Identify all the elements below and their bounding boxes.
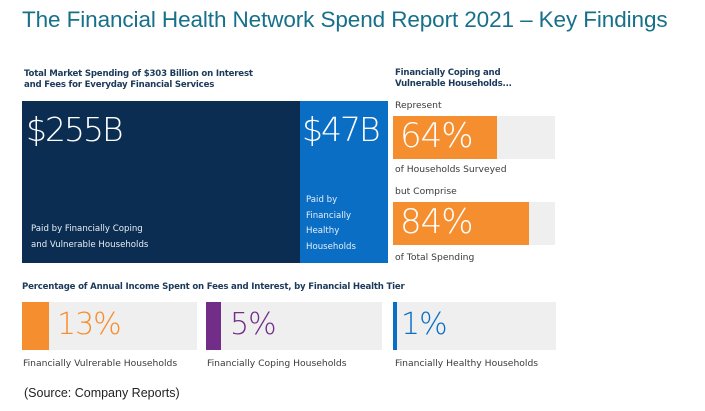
tier-accent-bar xyxy=(22,302,49,350)
tier-label-coping: Financially Coping Households xyxy=(207,358,347,369)
tier-card-coping: 5% xyxy=(206,302,382,350)
source-note: (Source: Company Reports) xyxy=(24,386,180,400)
tier-value: 5% xyxy=(230,307,277,342)
total-spending-label: of Total Spending xyxy=(395,252,475,263)
households-surveyed-label: of Households Surveyed xyxy=(395,164,507,175)
coping-vulnerable-segment: $255B Paid by Financially Coping and Vul… xyxy=(22,101,300,263)
market-spending-header: Total Market Spending of $303 Billion on… xyxy=(24,69,253,91)
market-spending-header-line1: Total Market Spending of $303 Billion on… xyxy=(24,69,253,79)
healthy-caption-line4: Households xyxy=(306,241,356,252)
tier-card-healthy: 1% xyxy=(393,302,556,350)
healthy-caption-line1: Paid by xyxy=(306,195,338,205)
page-title: The Financial Health Network Spend Repor… xyxy=(22,7,668,32)
households-share-bar: 64% xyxy=(393,116,555,159)
tier-card-vulnerable: 13% xyxy=(22,302,197,350)
represent-label: Represent xyxy=(395,100,442,111)
healthy-segment: $47B Paid by Financially Healthy Househo… xyxy=(300,101,388,263)
spending-share-bar: 84% xyxy=(393,202,555,245)
spending-share-fill xyxy=(393,202,530,245)
tier-accent-bar xyxy=(393,302,397,350)
healthy-caption: Paid by Financially Healthy Households xyxy=(306,193,356,255)
coping-vulnerable-header-line2: Vulnerable Households... xyxy=(395,79,512,89)
tier-label-healthy: Financially Healthy Households xyxy=(395,358,539,369)
households-share-value: 64% xyxy=(400,116,474,156)
healthy-caption-line3: Healthy xyxy=(306,226,340,236)
tier-label-vulnerable: Financially Vulrerable Households xyxy=(23,358,178,369)
market-spending-header-line2: and Fees for Everyday Financial Services xyxy=(24,80,215,90)
coping-vulnerable-header-line1: Financially Coping and xyxy=(395,68,501,78)
market-spending-block: $255B Paid by Financially Coping and Vul… xyxy=(22,101,388,263)
coping-vulnerable-caption: Paid by Financially Coping and Vulnerabl… xyxy=(31,222,148,253)
households-share-fill xyxy=(393,116,497,159)
coping-vulnerable-amount: $255B xyxy=(26,110,124,149)
coping-vulnerable-header: Financially Coping and Vulnerable Househ… xyxy=(395,68,512,90)
healthy-caption-line2: Financially xyxy=(306,210,352,221)
tier-accent-bar xyxy=(206,302,221,350)
tier-value: 13% xyxy=(57,307,122,342)
coping-vulnerable-caption-line1: Paid by Financially Coping xyxy=(31,224,143,234)
healthy-amount: $47B xyxy=(302,110,381,149)
income-share-header: Percentage of Annual Income Spent on Fee… xyxy=(22,282,405,292)
tier-value: 1% xyxy=(401,307,448,342)
spending-share-value: 84% xyxy=(400,202,474,242)
comprise-label: but Comprise xyxy=(395,186,457,197)
coping-vulnerable-caption-line2: and Vulnerable Households xyxy=(31,239,149,250)
